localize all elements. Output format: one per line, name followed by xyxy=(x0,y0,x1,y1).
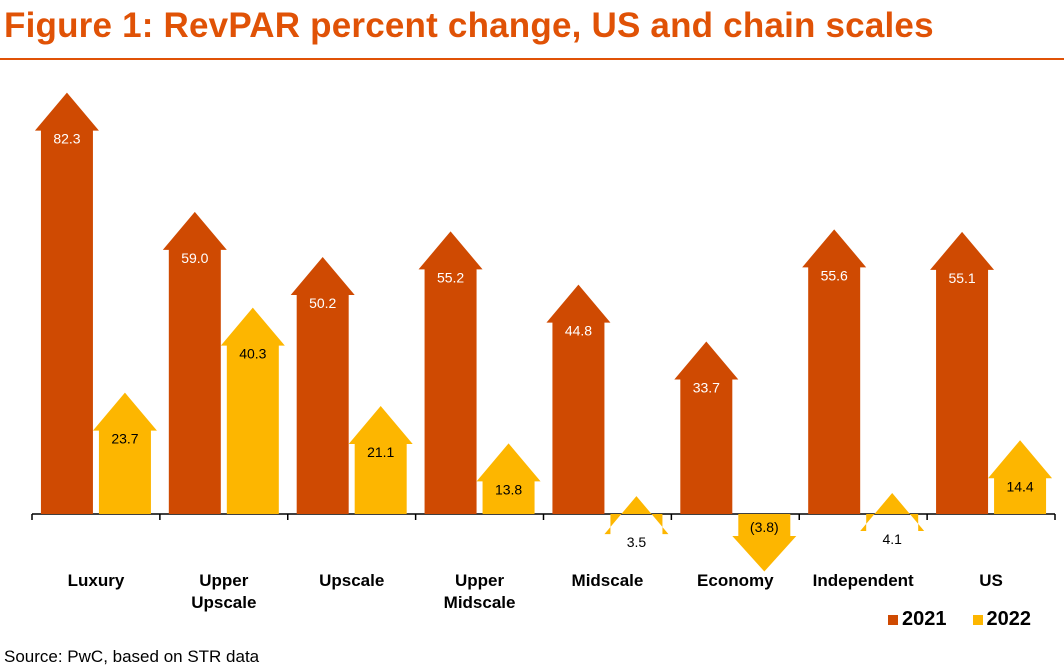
data-label-2021-6: 55.6 xyxy=(821,267,848,283)
data-label-2021-1: 59.0 xyxy=(181,250,208,266)
category-label-4: Midscale xyxy=(572,571,644,590)
data-label-2021-5: 33.7 xyxy=(693,379,720,395)
bar-2022-4 xyxy=(604,496,669,535)
category-label-1: Upscale xyxy=(191,593,256,612)
legend-item-2021: 2021 xyxy=(888,608,947,631)
data-label-2021-4: 44.8 xyxy=(565,323,592,339)
data-label-2021-3: 55.2 xyxy=(437,269,464,285)
category-label-0: Luxury xyxy=(68,571,125,590)
bar-2021-6 xyxy=(802,229,867,514)
data-label-2021-2: 50.2 xyxy=(309,295,336,311)
legend-swatch-2021 xyxy=(888,614,898,625)
category-label-3: Midscale xyxy=(444,593,516,612)
bar-2021-7 xyxy=(930,231,995,514)
data-label-2022-7: 14.4 xyxy=(1006,478,1033,494)
bar-2022-6 xyxy=(860,493,925,532)
category-label-5: Economy xyxy=(697,571,774,590)
chart-title: Figure 1: RevPAR percent change, US and … xyxy=(4,6,934,45)
data-label-2022-2: 21.1 xyxy=(367,444,394,460)
bar-2021-0 xyxy=(34,92,99,515)
title-underline xyxy=(0,58,1064,60)
category-label-3: Upper xyxy=(455,571,505,590)
bar-2022-3 xyxy=(476,443,541,514)
legend: 2021 2022 xyxy=(888,608,1031,631)
bar-2021-2 xyxy=(290,256,355,514)
bar-2022-1 xyxy=(220,307,285,514)
data-label-2022-0: 23.7 xyxy=(111,431,138,447)
bar-2021-5 xyxy=(674,341,739,514)
legend-label-2022: 2022 xyxy=(986,608,1032,630)
category-label-1: Upper xyxy=(199,571,249,590)
data-label-2022-6: 4.1 xyxy=(882,531,902,547)
bar-2022-2 xyxy=(348,405,413,514)
category-label-2: Upscale xyxy=(319,571,384,590)
bar-2021-4 xyxy=(546,284,611,514)
legend-label-2021: 2021 xyxy=(902,608,947,630)
category-label-6: Independent xyxy=(813,571,914,590)
data-label-2022-5: (3.8) xyxy=(750,519,779,535)
category-label-7: US xyxy=(979,571,1003,590)
legend-item-2022: 2022 xyxy=(972,608,1032,631)
bar-2021-1 xyxy=(162,211,227,515)
data-label-2021-7: 55.1 xyxy=(948,270,975,286)
data-label-2021-0: 82.3 xyxy=(53,131,80,147)
legend-swatch-2022 xyxy=(972,614,983,625)
data-label-2022-4: 3.5 xyxy=(627,534,647,550)
bar-2022-0 xyxy=(92,392,157,514)
data-label-2022-3: 13.8 xyxy=(495,481,522,497)
bar-2022-7 xyxy=(988,440,1053,514)
bar-2021-3 xyxy=(418,231,483,514)
bar-2022-5 xyxy=(732,514,797,572)
data-label-2022-1: 40.3 xyxy=(239,346,266,362)
source-note: Source: PwC, based on STR data xyxy=(4,647,260,666)
